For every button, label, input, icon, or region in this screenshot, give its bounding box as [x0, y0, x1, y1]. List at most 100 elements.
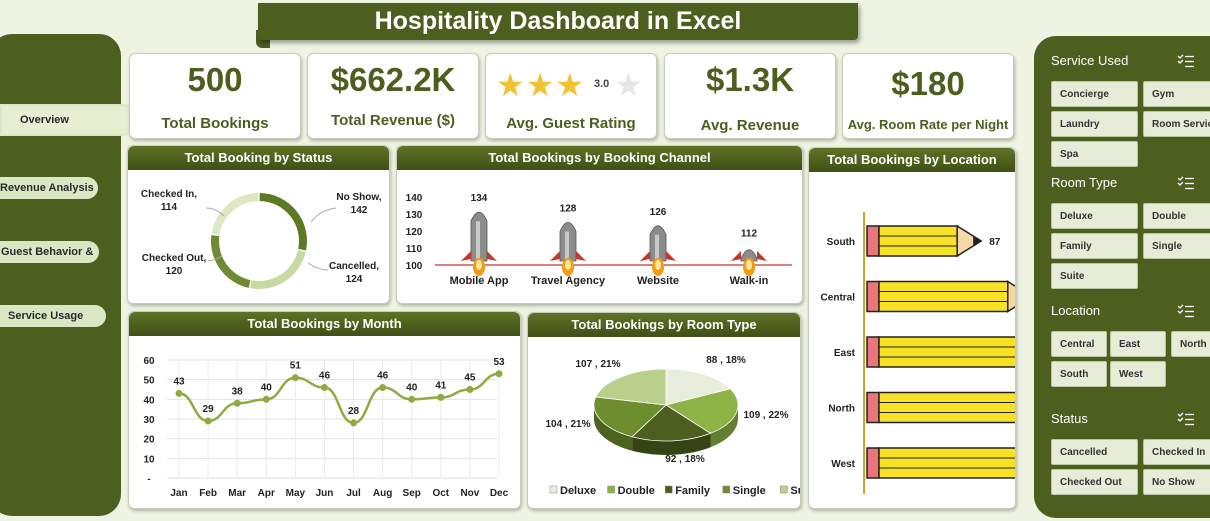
- pencil-tip: [1007, 280, 1015, 313]
- slicer-item-single[interactable]: Single: [1143, 233, 1210, 259]
- donut-value: 124: [346, 274, 363, 285]
- nav-revenue-analysis-button[interactable]: Revenue Analysis: [0, 177, 98, 199]
- data-point: [379, 384, 387, 392]
- data-label: 104 , 21%: [545, 419, 590, 430]
- slicer-item-spa[interactable]: Spa: [1051, 141, 1138, 167]
- rocket-fin: [461, 251, 471, 261]
- star-icon: ★: [555, 67, 586, 103]
- rocket-fin: [576, 251, 586, 261]
- pie-slice: [593, 396, 667, 438]
- booking-channel-chart: 140 130 120 110 100 134 Mobile App 128 Travel Ag…: [406, 193, 792, 287]
- slicer-item-laundry[interactable]: Laundry: [1051, 111, 1138, 137]
- kpi-label: Total Bookings: [161, 115, 269, 132]
- pencil-bar: [866, 224, 983, 258]
- leader-line: [205, 207, 225, 217]
- data-point: [233, 399, 241, 407]
- data-label: 53: [493, 357, 505, 368]
- category-label: Central: [821, 293, 856, 304]
- nav-service-usage-button[interactable]: Service Usage: [0, 305, 106, 327]
- slicer-item-west[interactable]: West: [1110, 361, 1166, 387]
- x-tick-label: Dec: [490, 488, 509, 499]
- multi-select-icon[interactable]: [1177, 304, 1195, 318]
- x-tick-label: Oct: [432, 488, 449, 499]
- slicer-item-checked-in[interactable]: Checked In: [1143, 439, 1210, 465]
- slicer-item-east[interactable]: East: [1110, 331, 1166, 357]
- data-label: 134: [471, 193, 488, 204]
- legend-swatch: [607, 485, 615, 494]
- pencil-body: [878, 225, 958, 257]
- data-label: 46: [377, 371, 389, 382]
- legend-swatch: [722, 485, 731, 494]
- kpi-label: Avg. Guest Rating: [506, 115, 636, 132]
- legend-label: Deluxe: [560, 485, 596, 497]
- leader-line: [310, 207, 337, 223]
- data-point: [350, 419, 358, 427]
- pencil-eraser: [866, 447, 880, 479]
- rocket-highlight: [565, 231, 569, 261]
- slicer-item-deluxe[interactable]: Deluxe: [1051, 203, 1138, 229]
- donut-label: Cancelled,: [329, 261, 379, 272]
- y-tick-label: -: [147, 474, 150, 485]
- x-tick-label: Feb: [199, 488, 217, 499]
- leader-line: [307, 262, 329, 271]
- x-tick-label: Apr: [258, 488, 275, 499]
- y-tick-label: 140: [406, 193, 423, 204]
- data-point: [262, 395, 270, 403]
- nav-guest-behavior-button[interactable]: Guest Behavior &: [0, 241, 99, 263]
- donut-slice: [211, 193, 259, 235]
- rocket-highlight: [476, 221, 480, 261]
- kpi-label: Total Revenue ($): [331, 112, 455, 129]
- slicer-item-south[interactable]: South: [1051, 361, 1107, 387]
- pencil-eraser: [866, 225, 880, 257]
- pencil-lead: [973, 236, 982, 246]
- slicer-item-north[interactable]: North: [1171, 331, 1210, 357]
- donut-value: 114: [161, 202, 178, 213]
- data-label: 87: [989, 237, 1001, 248]
- multi-select-icon[interactable]: [1177, 412, 1195, 426]
- chart-title: Total Bookings by Booking Channel: [397, 146, 802, 170]
- slicer-title-room-type: Room Type: [1051, 175, 1118, 190]
- donut-value: 120: [166, 266, 183, 277]
- kpi-avg-guest-rating: ★★★ 3.0 ★ Avg. Guest Rating: [485, 53, 657, 139]
- y-tick-label: 130: [406, 210, 423, 221]
- multi-select-icon[interactable]: [1177, 176, 1195, 190]
- kpi-value: 500: [187, 61, 243, 98]
- slicer-item-cancelled[interactable]: Cancelled: [1051, 439, 1138, 465]
- slicer-item-checked-out[interactable]: Checked Out: [1051, 469, 1138, 495]
- rocket-bar: [731, 249, 767, 276]
- data-point: [204, 417, 212, 425]
- x-tick-label: Mar: [228, 488, 246, 499]
- slicer-item-double[interactable]: Double: [1143, 203, 1210, 229]
- star-empty-icon: ★: [614, 67, 643, 103]
- data-label: 45: [464, 373, 476, 384]
- slicer-item-gym[interactable]: Gym: [1143, 81, 1210, 107]
- slicer-item-suite[interactable]: Suite: [1051, 263, 1138, 289]
- slicer-item-concierge[interactable]: Concierge: [1051, 81, 1138, 107]
- pencil-eraser: [866, 336, 880, 368]
- rocket-fin: [640, 251, 650, 261]
- nav-overview-button[interactable]: Overview: [0, 104, 134, 136]
- donut-label: Checked In,: [141, 189, 197, 200]
- y-tick-label: 100: [406, 261, 423, 272]
- pie-side: [594, 405, 633, 451]
- slicer-item-room-service[interactable]: Room Service: [1143, 111, 1210, 137]
- donut-slice: [250, 250, 306, 289]
- kpi-avg-room-rate: $180 Avg. Room Rate per Night: [842, 53, 1014, 139]
- rocket-body: [740, 249, 758, 262]
- legend-label: Family: [675, 485, 711, 497]
- multi-select-icon[interactable]: [1177, 54, 1195, 68]
- chart-title: Total Bookings by Location: [809, 148, 1015, 172]
- rocket-flame-core: [746, 260, 752, 270]
- rating-stars: ★★★: [496, 66, 585, 104]
- y-tick-label: 120: [406, 227, 423, 238]
- slicer-item-family[interactable]: Family: [1051, 233, 1138, 259]
- data-label: 92 , 18%: [665, 454, 705, 465]
- rocket-bar: [640, 225, 676, 276]
- star-icon: ★: [525, 67, 556, 103]
- data-label: 107 , 21%: [575, 359, 620, 370]
- chart-title: Total Bookings by Room Type: [528, 313, 800, 337]
- slicer-title-status: Status: [1051, 411, 1088, 426]
- slicer-item-central[interactable]: Central: [1051, 331, 1107, 357]
- rocket-bar: [550, 222, 586, 276]
- slicer-item-no-show[interactable]: No Show: [1143, 469, 1210, 495]
